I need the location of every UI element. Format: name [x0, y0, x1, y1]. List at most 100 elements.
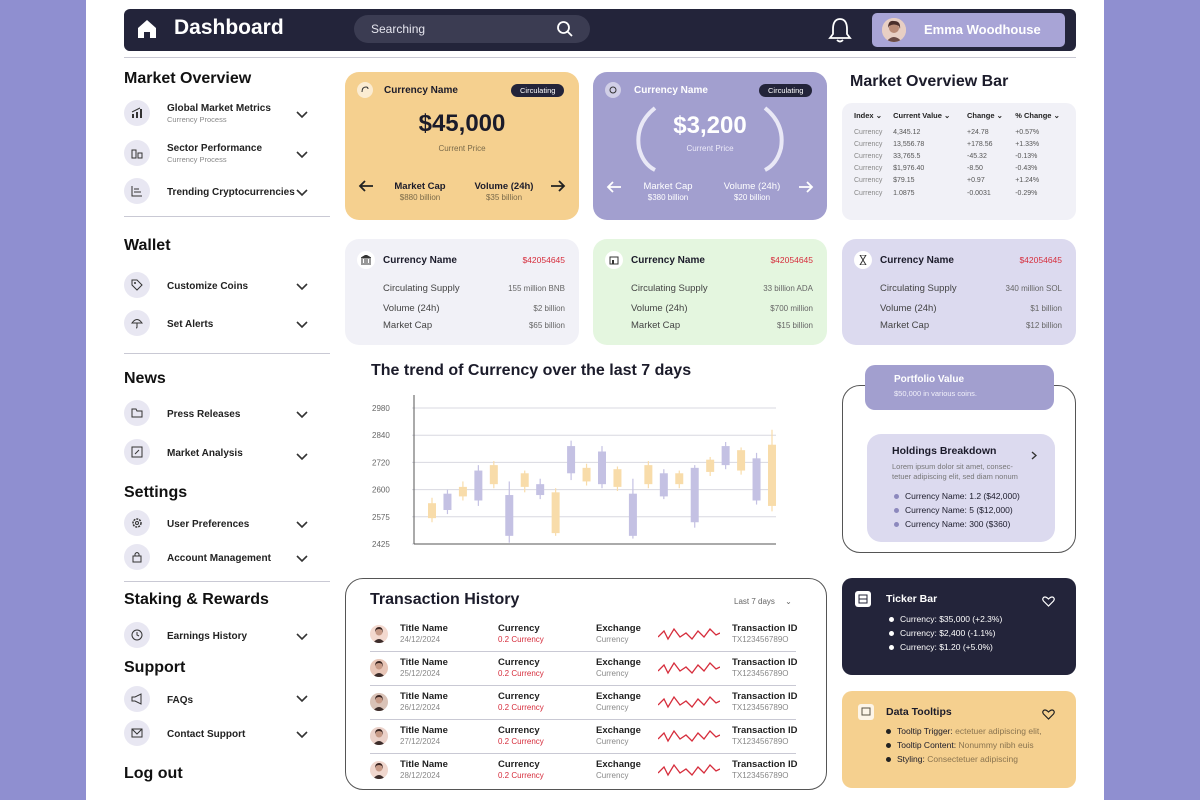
candle-body: [659, 473, 668, 497]
avatar: [370, 761, 388, 779]
clock-icon: [124, 622, 150, 648]
tx-title: Title Name: [400, 691, 448, 702]
table-row[interactable]: Currency $79.15 +0.97 +1.24%: [852, 175, 1072, 187]
status-badge: Circulating: [511, 84, 565, 97]
sidebar-item-account-management[interactable]: Account Management: [124, 544, 314, 574]
search-icon[interactable]: [556, 20, 574, 48]
sidebar-item-faqs[interactable]: FAQs: [124, 686, 314, 716]
bell-icon[interactable]: [827, 16, 853, 49]
holdings-card[interactable]: Holdings Breakdown Lorem ipsum dolor sit…: [867, 434, 1055, 542]
info-value: $700 million: [770, 304, 813, 313]
page-title: Dashboard: [174, 16, 284, 39]
sidebar-item-earnings-history[interactable]: Earnings History: [124, 622, 314, 652]
arrow-right-icon[interactable]: [550, 179, 566, 197]
chevron-down-icon[interactable]: [296, 726, 308, 744]
currency-amount: $42054645: [522, 255, 565, 265]
gear-icon: [124, 510, 150, 536]
candle-body: [644, 465, 653, 485]
date-filter-dropdown[interactable]: Last 7 days ⌄: [734, 597, 792, 606]
sidebar-item-customize-coins[interactable]: Customize Coins: [124, 272, 314, 302]
chevron-down-icon[interactable]: [296, 628, 308, 646]
chevron-down-icon[interactable]: [296, 406, 308, 424]
sidebar-item-label: Earnings History: [167, 631, 248, 642]
candle-body: [582, 467, 591, 482]
chevron-down-icon[interactable]: [296, 316, 308, 334]
table-row[interactable]: Currency 4,345.12 +24.78 +0.57%: [852, 126, 1072, 138]
table-cell: -0.13%: [1015, 152, 1038, 160]
table-row[interactable]: Currency 33,765.5 -45.32 -0.13%: [852, 150, 1072, 162]
sidebar-item-set-alerts[interactable]: Set Alerts: [124, 310, 314, 340]
row-divider: [370, 685, 796, 686]
ticker-item: Currency: $1.20 (+5.0%): [889, 642, 993, 652]
sidebar-item-trending-cryptocurrencies[interactable]: Trending Cryptocurrencies: [124, 178, 314, 208]
tooltip-icon: [858, 704, 874, 720]
edit-icon: [124, 439, 150, 465]
table-row[interactable]: Title Name 26/12/2024 Currency 0.2 Currency…: [370, 689, 797, 723]
tx-id-label: Transaction ID: [732, 623, 798, 634]
table-row[interactable]: Currency 13,556.78 +178.56 +1.33%: [852, 138, 1072, 150]
tooltip-item: Styling: Consectetuer adipiscing: [886, 754, 1018, 764]
sidebar-item-global-market-metrics[interactable]: Global Market Metrics Currency Process: [124, 100, 314, 130]
sidebar-item-press-releases[interactable]: Press Releases: [124, 400, 314, 430]
search-input[interactable]: Searching: [354, 15, 590, 43]
folder-icon: [124, 400, 150, 426]
chevron-down-icon[interactable]: [296, 106, 308, 124]
table-header-row: Index ⌄ Current Value ⌄ Change ⌄ % Chang…: [852, 111, 1072, 126]
logout-link[interactable]: Log out: [124, 765, 183, 782]
heart-icon[interactable]: [1042, 594, 1055, 612]
table-row[interactable]: Currency $1,976.40 -8.50 -0.43%: [852, 163, 1072, 175]
column-header[interactable]: Change ⌄: [967, 111, 1003, 120]
bank-icon: [357, 251, 375, 269]
tx-currency: Currency: [498, 725, 540, 736]
home-icon[interactable]: [136, 18, 158, 45]
bar-chart-icon: [124, 100, 150, 126]
sidebar-item-market-analysis[interactable]: Market Analysis: [124, 439, 314, 469]
candle-body: [520, 473, 529, 487]
info-value: $12 billion: [1025, 321, 1062, 330]
candle-body: [752, 458, 761, 501]
tx-title: Title Name: [400, 725, 448, 736]
chevron-down-icon[interactable]: [296, 448, 308, 466]
info-label: Volume (24h): [880, 303, 937, 314]
chevron-down-icon[interactable]: [296, 278, 308, 296]
tx-currency: Currency: [498, 657, 540, 668]
arrow-left-icon[interactable]: [358, 179, 374, 197]
chevron-down-icon[interactable]: [296, 690, 308, 708]
chevron-down-icon[interactable]: [296, 550, 308, 568]
sidebar-divider: [124, 353, 330, 354]
table-row[interactable]: Title Name 25/12/2024 Currency 0.2 Currency…: [370, 655, 797, 689]
table-row[interactable]: Title Name 28/12/2024 Currency 0.2 Currency…: [370, 757, 797, 789]
sidebar-item-sector-performance[interactable]: Sector Performance Currency Process: [124, 140, 314, 170]
column-header[interactable]: Current Value ⌄: [893, 111, 951, 120]
table-cell: -0.0031: [967, 189, 991, 197]
chevron-down-icon[interactable]: [296, 146, 308, 164]
tx-date: 25/12/2024: [400, 669, 441, 678]
building-icon: [605, 251, 623, 269]
portfolio-value-header[interactable]: Portfolio Value $50,000 in various coins…: [865, 365, 1054, 410]
chevron-right-icon[interactable]: [1031, 447, 1038, 465]
chevron-down-icon[interactable]: [296, 184, 308, 202]
column-header[interactable]: Index ⌄: [854, 111, 882, 120]
heart-icon[interactable]: [1042, 707, 1055, 725]
avatar: [882, 18, 906, 42]
candle-body: [690, 467, 699, 523]
candle-body: [567, 446, 576, 474]
arrow-right-icon[interactable]: [798, 180, 814, 198]
currency-name: Currency Name: [880, 255, 954, 266]
table-row[interactable]: Title Name 24/12/2024 Currency 0.2 Currency…: [370, 621, 798, 655]
section-title-market-overview: Market Overview: [124, 70, 252, 87]
ticker-icon: [855, 591, 871, 607]
candle-body: [598, 451, 606, 485]
chevron-down-icon[interactable]: [296, 516, 308, 534]
table-row[interactable]: Currency 1.0875 -0.0031 -0.29%: [852, 187, 1072, 199]
user-profile-button[interactable]: Emma Woodhouse: [872, 13, 1065, 47]
candle-body: [768, 444, 776, 506]
info-value: $1 billion: [1030, 304, 1062, 313]
table-row[interactable]: Title Name 27/12/2024 Currency 0.2 Currency…: [370, 723, 797, 757]
arrow-left-icon[interactable]: [606, 180, 622, 198]
sidebar-item-contact-support[interactable]: Contact Support: [124, 720, 314, 750]
column-header[interactable]: % Change ⌄: [1015, 111, 1060, 120]
market-cap-label: Market Cap: [394, 181, 446, 192]
sidebar-item-user-preferences[interactable]: User Preferences: [124, 510, 314, 540]
transaction-history-card: Transaction History Last 7 days ⌄ Title …: [345, 578, 827, 790]
